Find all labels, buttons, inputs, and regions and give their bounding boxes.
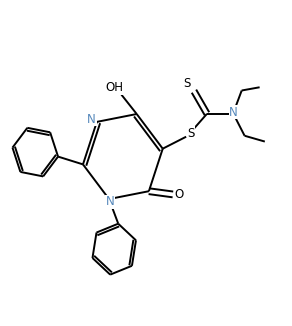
- Text: N: N: [229, 106, 238, 119]
- Text: OH: OH: [105, 81, 124, 94]
- Text: S: S: [184, 77, 191, 90]
- Text: N: N: [106, 195, 115, 208]
- Text: S: S: [187, 127, 195, 140]
- Text: N: N: [87, 113, 96, 126]
- Text: O: O: [174, 188, 184, 201]
